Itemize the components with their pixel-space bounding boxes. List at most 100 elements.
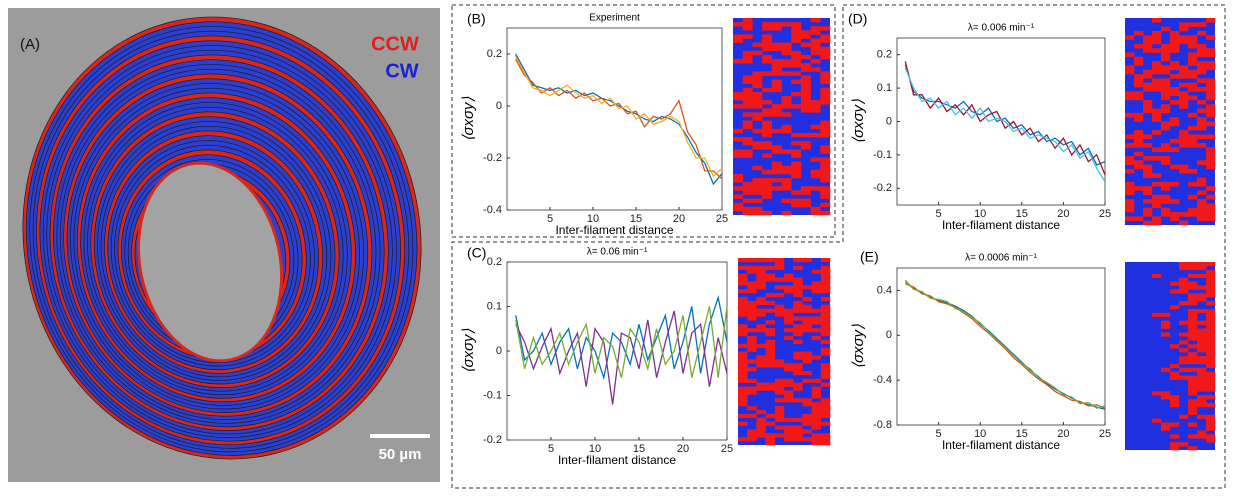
heatmap-cell: [811, 417, 822, 422]
heatmap-cell: [1152, 199, 1162, 204]
heatmap-cell: [1170, 43, 1180, 49]
heatmap-cell: [1197, 69, 1207, 75]
heatmap-cell: [771, 149, 782, 154]
heatmap-cell: [1143, 39, 1153, 45]
heatmap-cell: [1152, 69, 1162, 75]
heatmap-cell: [742, 75, 753, 80]
heatmap-cell: [800, 87, 811, 93]
heatmap-cell: [1197, 356, 1207, 361]
heatmap-cell: [810, 67, 821, 72]
heatmap-cell: [738, 273, 748, 278]
heatmap-cell: [1152, 418, 1162, 423]
heatmap-cell: [752, 50, 763, 56]
heatmap-cell: [793, 308, 803, 313]
heatmap-cell: [1179, 168, 1189, 174]
heatmap-cell: [781, 186, 792, 191]
heatmap-cell: [793, 316, 803, 321]
heatmap-cell: [1161, 52, 1171, 58]
heatmap-cell: [1197, 78, 1207, 83]
heatmap-cell: [752, 104, 763, 109]
heatmap-cell: [820, 100, 831, 105]
heatmap-cell: [1206, 348, 1216, 353]
heatmap-cell: [762, 124, 773, 130]
heatmap-cell: [774, 277, 785, 282]
heatmap-cell: [1170, 65, 1180, 71]
heatmap-cell: [747, 285, 757, 290]
heatmap-cell: [1188, 410, 1198, 416]
heatmap-cell: [733, 128, 743, 134]
heatmap-cell: [1206, 61, 1216, 66]
heatmap-cell: [791, 161, 802, 167]
heatmap-cell: [742, 91, 753, 97]
heatmap-cell: [793, 370, 803, 376]
heatmap-cell: [1188, 82, 1198, 88]
heatmap-cell: [1152, 65, 1162, 71]
heatmap-cell: [1179, 285, 1189, 290]
heatmap-cell: [1170, 121, 1180, 127]
y-tick-label: 0.1: [487, 300, 502, 312]
heatmap-cell: [1161, 156, 1171, 161]
heatmap-cell: [1161, 65, 1171, 71]
heatmap-cell: [1179, 442, 1189, 447]
heatmap-cell: [811, 413, 822, 419]
heatmap-cell: [1197, 340, 1207, 345]
heatmap-cell: [1125, 95, 1135, 101]
heatmap-cell: [752, 112, 763, 117]
heatmap-cell: [1170, 403, 1180, 408]
plot-area: [506, 27, 723, 211]
heatmap-cell: [738, 390, 748, 395]
heatmap-cell: [1161, 160, 1171, 165]
heatmap-cell: [1143, 74, 1153, 79]
heatmap-cell: [820, 296, 831, 302]
heatmap-cell: [811, 386, 822, 391]
x-axis-label: Inter-filament distance: [558, 453, 676, 467]
heatmap-cell: [793, 351, 803, 356]
heatmap-cell: [1161, 324, 1171, 329]
heatmap-cell: [820, 202, 831, 208]
heatmap-cell: [802, 304, 812, 309]
heatmap-cell: [756, 363, 766, 368]
heatmap-cell: [1161, 43, 1171, 49]
heatmap-cell: [1206, 312, 1216, 318]
heatmap-cell: [1161, 82, 1171, 88]
heatmap-cell: [820, 87, 831, 93]
heatmap-cell: [1179, 301, 1189, 306]
heatmap-cell: [1161, 186, 1171, 191]
heatmap-cell: [1170, 399, 1180, 404]
heatmap-cell: [738, 281, 748, 286]
heatmap-cell: [752, 75, 763, 80]
heatmap-cell: [1206, 147, 1216, 152]
x-tick-label: 25: [721, 443, 733, 455]
heatmap-cell: [800, 132, 811, 138]
heatmap-cell: [781, 42, 792, 48]
heatmap-cell: [752, 91, 763, 97]
heatmap-cell: [820, 320, 831, 325]
y-tick-label: -0.2: [873, 182, 892, 194]
heatmap-cell: [756, 273, 766, 278]
heatmap-cell: [791, 169, 802, 175]
heatmap-cell: [1134, 82, 1144, 88]
heatmap-cell: [1197, 285, 1207, 290]
heatmap-cell: [752, 141, 763, 146]
heatmap-cell: [1170, 99, 1180, 105]
dashed-frame: [451, 4, 836, 238]
x-tick-label: 5: [548, 443, 554, 455]
heatmap-cell: [1197, 309, 1207, 314]
heatmap-cell: [738, 258, 748, 263]
heatmap-cell: [747, 289, 757, 294]
heatmap-cell: [762, 22, 773, 27]
heatmap-cell: [733, 186, 743, 191]
heatmap-cell: [1197, 383, 1207, 388]
heatmap-cell: [733, 22, 743, 27]
heatmap-cell: [784, 320, 794, 325]
heatmap-cell: [771, 67, 782, 72]
heatmap-cell: [1179, 348, 1189, 353]
heatmap-cell: [784, 289, 794, 294]
heatmap-cell: [1170, 344, 1180, 349]
heatmap-cell: [1197, 320, 1207, 325]
heatmap-cell: [1188, 168, 1198, 174]
heatmap-cell: [747, 281, 757, 286]
heatmap-cell: [1179, 359, 1189, 365]
heatmap-cell: [1206, 95, 1216, 101]
heatmap-cell: [1197, 65, 1207, 71]
